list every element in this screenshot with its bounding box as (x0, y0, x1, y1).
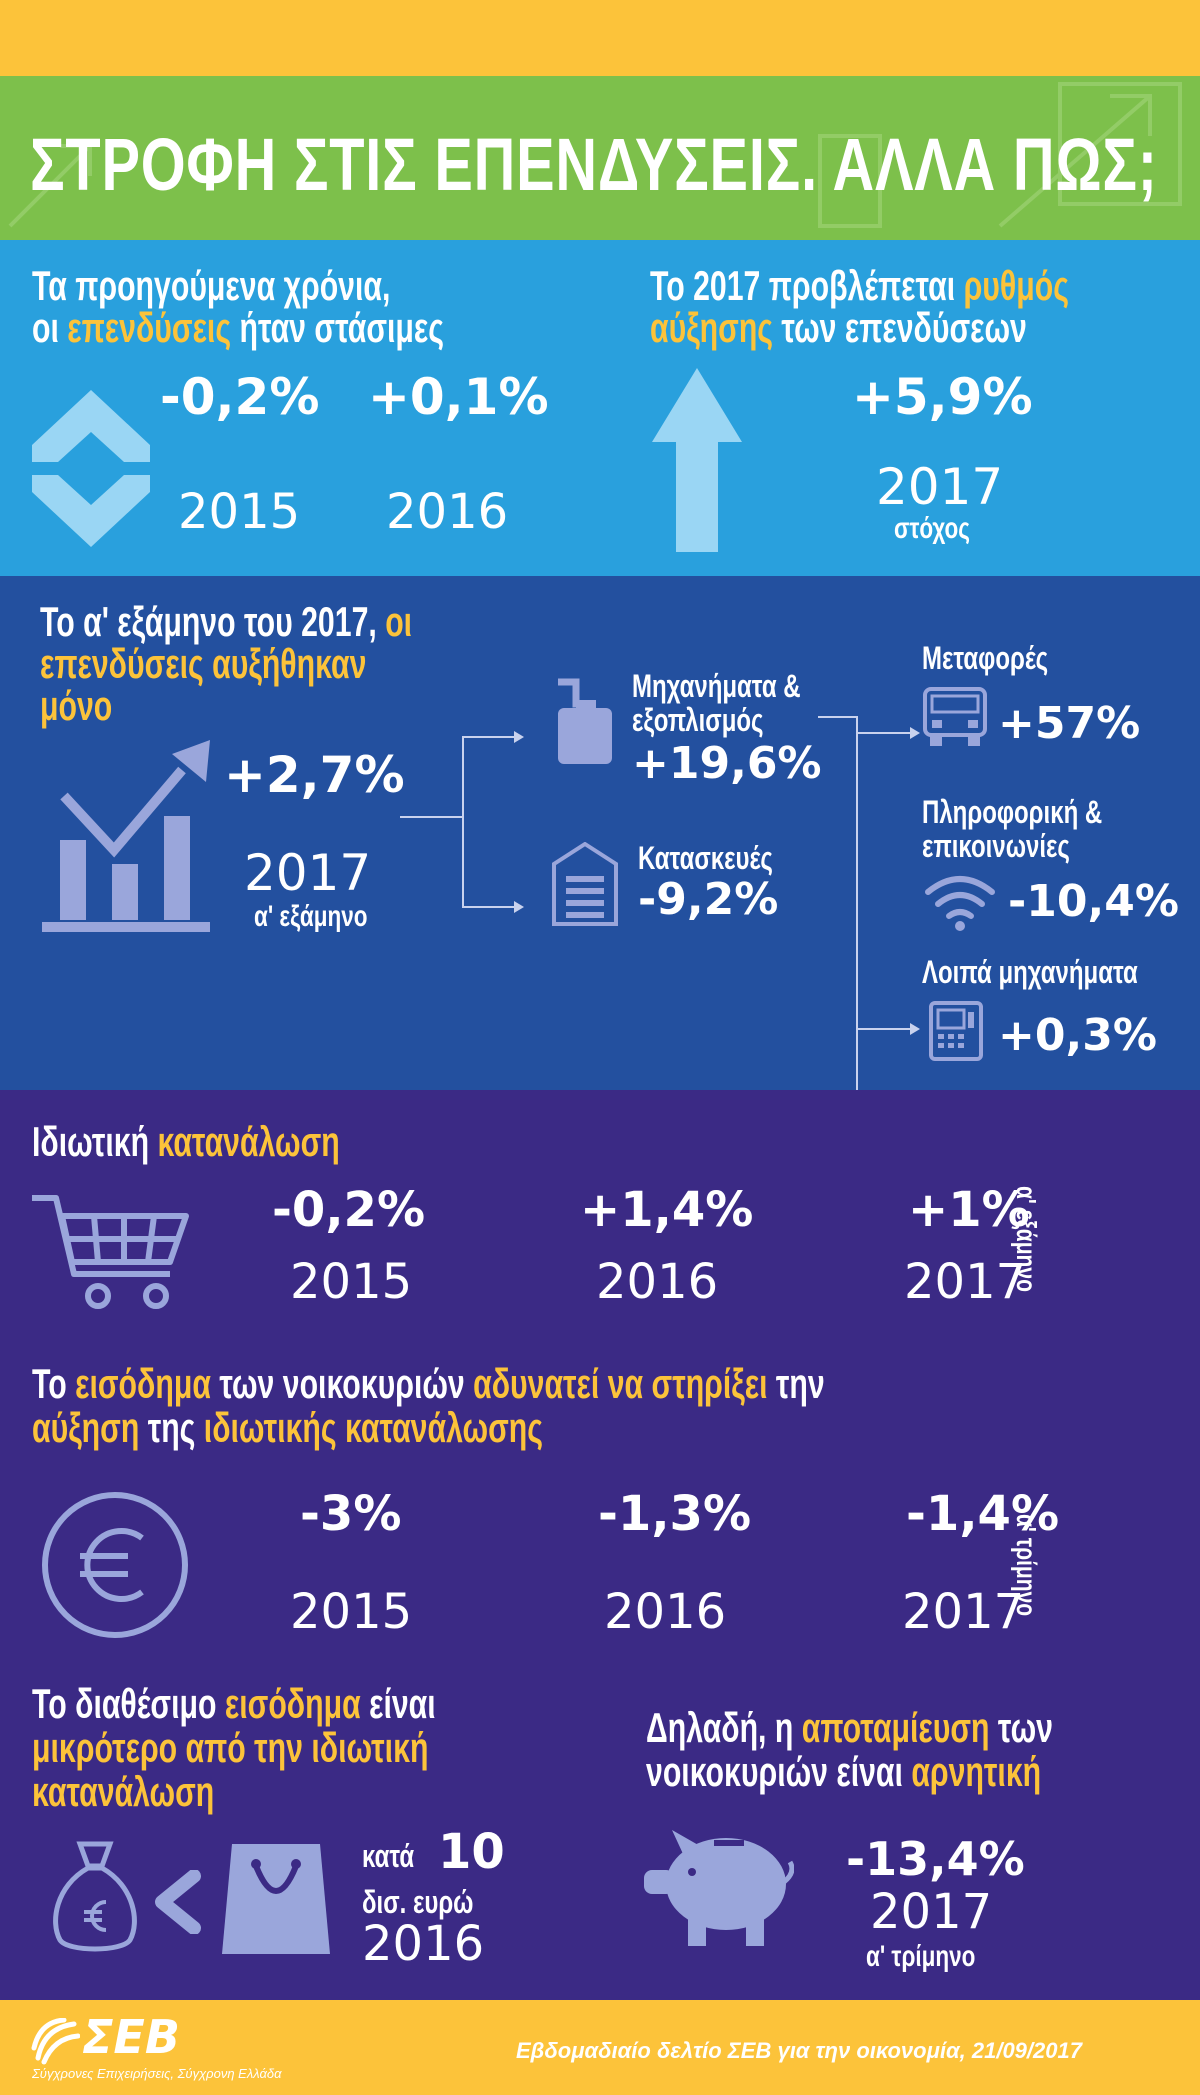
income-heading-line1: Το εισόδημα των νοικοκυριών αδυνατεί να … (32, 1360, 825, 1407)
consumption-income-band: Ιδιωτική κατανάλωση -0,2% 2015 +1,4% 201… (0, 1090, 1200, 2000)
seb-logo-icon (31, 2018, 80, 2065)
arrowhead-other (910, 1023, 920, 1035)
connector-to-machinery (462, 736, 520, 738)
consumption-year-2016: 2016 (596, 1254, 719, 1310)
less-than-icon (155, 1870, 201, 1934)
forecast-year: 2017 (876, 458, 1004, 516)
consumption-value-2017: +1% (908, 1182, 1030, 1238)
arrowhead-machinery (514, 731, 524, 743)
shopping-cart-icon (32, 1195, 189, 1309)
consumption-value-2015: -0,2% (272, 1182, 426, 1238)
past-value-2015: -0,2% (160, 368, 320, 426)
income-year-2016: 2016 (604, 1584, 727, 1640)
consumption-value-2016: +1,4% (580, 1182, 754, 1238)
past-year-2016: 2016 (386, 484, 509, 540)
income-value-2015: -3% (300, 1486, 402, 1542)
page-title: ΣΤΡΟΦΗ ΣΤΙΣ ΕΠΕΝΔΥΣΕΙΣ. ΑΛΛΑ ΠΩΣ; (30, 123, 1158, 206)
disposable-kata: κατά (362, 1838, 415, 1874)
piggy-bank-icon (644, 1830, 794, 1946)
atm-machine-icon (929, 1001, 983, 1061)
construction-value: -9,2% (638, 874, 779, 925)
consumption-side-label: α' εξάμηνο (1011, 1186, 1042, 1292)
bar-chart-growth-icon (42, 740, 210, 932)
euro-coin-icon (42, 1492, 188, 1638)
garage-icon (552, 842, 618, 926)
connector-to-other (856, 1028, 916, 1030)
disposable-heading-line3: κατανάλωση (32, 1768, 215, 1815)
income-year-2017: 2017 (902, 1584, 1025, 1640)
disposable-amount: 10 (438, 1824, 505, 1880)
transport-value: +57% (998, 698, 1141, 749)
connector-vertical (462, 736, 464, 908)
consumption-year-2015: 2015 (290, 1254, 413, 1310)
footer-band: ΣΕΒ Σύγχρονες Επιχειρήσεις, Σύγχρονη Ελλ… (0, 2000, 1200, 2095)
income-value-2017: -1,4% (906, 1486, 1060, 1542)
consumption-year-2017: 2017 (904, 1254, 1027, 1310)
past-heading-line1: Τα προηγούμενα χρόνια, (32, 262, 391, 309)
up-down-chevrons-icon (32, 390, 150, 547)
savings-sub: α' τρίμηνο (866, 1940, 976, 1973)
fuel-can-icon (558, 678, 612, 764)
connector-main (400, 816, 464, 818)
savings-value: -13,4% (846, 1832, 1025, 1886)
other-machinery-label: Λοιπά μηχανήματα (922, 954, 1138, 990)
connector-right-vertical (856, 716, 858, 1172)
connector-machinery-out (818, 716, 858, 718)
h1-heading-line3: μόνο (40, 682, 113, 729)
past-heading-line2: οι επενδύσεις ήταν στάσιμες (32, 304, 445, 351)
seb-logo: ΣΕΒ (82, 2010, 180, 2064)
savings-year: 2017 (870, 1884, 993, 1940)
past-and-forecast-band: Τα προηγούμενα χρόνια, οι επενδύσεις ήτα… (0, 240, 1200, 576)
forecast-heading-line1: Το 2017 προβλέπεται ρυθμός (650, 262, 1069, 309)
disposable-unit: δισ. ευρώ (362, 1884, 474, 1920)
it-label-line1: Πληροφορική & (922, 794, 1103, 830)
it-label-line2: επικοινωνίες (922, 828, 1070, 864)
connector-to-construction (462, 906, 520, 908)
forecast-value: +5,9% (852, 368, 1033, 426)
income-side-label: α' τρίμηνο (1011, 1514, 1042, 1617)
machinery-label-line1: Μηχανήματα & (632, 668, 801, 704)
construction-label: Κατασκευές (638, 840, 773, 876)
savings-heading-line1: Δηλαδή, η αποταμίευση των (646, 1704, 1053, 1751)
wifi-icon (925, 876, 995, 931)
disposable-year: 2016 (362, 1916, 485, 1972)
growth-arrows-background (8, 82, 1182, 228)
machinery-label-line2: εξοπλισμός (632, 702, 764, 738)
header-band: ΣΤΡΟΦΗ ΣΤΙΣ ΕΠΕΝΔΥΣΕΙΣ. ΑΛΛΑ ΠΩΣ; (0, 76, 1200, 240)
arrowhead-construction (514, 901, 524, 913)
shopping-bag-icon (222, 1844, 330, 1954)
income-year-2015: 2015 (290, 1584, 413, 1640)
h1-value: +2,7% (224, 746, 405, 804)
arrowhead-transport (910, 727, 920, 739)
disposable-heading-line1: Το διαθέσιμο εισόδημα είναι (32, 1680, 436, 1727)
up-arrow-icon (652, 368, 742, 552)
forecast-sub: στόχος (894, 512, 970, 545)
first-half-band: Το α' εξάμηνο του 2017, οι επενδύσεις αυ… (0, 576, 1200, 1172)
h1-sub: α' εξάμηνο (254, 900, 368, 933)
savings-heading-line2: νοικοκυριών είναι αρνητική (646, 1748, 1042, 1795)
transport-label: Μεταφορές (922, 640, 1049, 676)
truck-icon (923, 687, 987, 746)
h1-year: 2017 (244, 844, 372, 902)
seb-tagline: Σύγχρονες Επιχειρήσεις, Σύγχρονη Ελλάδα (32, 2066, 282, 2081)
past-value-2016: +0,1% (368, 368, 549, 426)
machinery-value: +19,6% (632, 738, 822, 789)
h1-heading-line1: Το α' εξάμηνο του 2017, οι (40, 598, 413, 645)
income-value-2016: -1,3% (598, 1486, 752, 1542)
footer-source: Εβδομαδιαίο δελτίο ΣΕΒ για την οικονομία… (516, 2038, 1082, 2063)
past-year-2015: 2015 (178, 484, 301, 540)
other-machinery-value: +0,3% (998, 1010, 1157, 1061)
income-heading-line2: αύξηση της ιδιωτικής κατανάλωσης (32, 1404, 543, 1451)
money-bag-icon (53, 1841, 137, 1952)
it-value: -10,4% (1008, 876, 1179, 927)
h1-heading-line2: επενδύσεις αυξήθηκαν (40, 640, 367, 687)
consumption-heading: Ιδιωτική κατανάλωση (32, 1118, 340, 1165)
disposable-heading-line2: μικρότερο από την ιδιωτική (32, 1724, 429, 1771)
connector-to-transport (856, 732, 916, 734)
forecast-heading-line2: αύξησης των επενδύσεων (650, 304, 1027, 351)
